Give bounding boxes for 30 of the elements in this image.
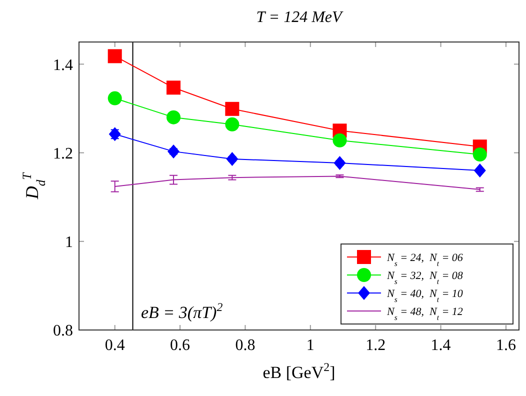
legend-label: N$_{s}$ = 48, N$_{t}$ = 12 — [386, 306, 464, 322]
point — [332, 133, 347, 148]
annotation: eB = 3(πT)$^{2}$ — [141, 300, 223, 322]
point — [166, 110, 181, 124]
chart-title: T = 124 MeV — [256, 9, 344, 26]
point — [226, 152, 238, 166]
point — [108, 91, 122, 106]
point — [474, 163, 486, 178]
point — [225, 102, 240, 116]
legend-label: N$_{s}$ = 24, N$_{t}$ = 06 — [386, 252, 464, 268]
y-tick-label: 1.4 — [53, 56, 73, 74]
x-tick-label: 0.4 — [104, 337, 125, 354]
point — [166, 80, 181, 95]
point — [108, 49, 122, 64]
point — [334, 156, 346, 170]
legend-label: N$_{s}$ = 32, N$_{t}$ = 08 — [386, 270, 464, 286]
y-tick-label: 1.2 — [53, 145, 73, 162]
point — [225, 117, 240, 132]
y-tick-label: 0.8 — [53, 322, 73, 340]
x-tick-label: 0.6 — [170, 337, 190, 354]
x-tick-label: 0.8 — [235, 337, 256, 354]
legend-label: N$_{s}$ = 40, N$_{t}$ = 10 — [386, 288, 464, 304]
x-tick-label: 1.6 — [496, 337, 516, 354]
x-axis-title: eB [GeV$^{2}$] — [262, 360, 336, 382]
point — [472, 148, 487, 162]
x-tick-label: 1.4 — [430, 337, 451, 354]
y-tick-label: 1 — [65, 234, 73, 251]
point — [168, 144, 180, 158]
x-tick-label: 1.2 — [366, 337, 386, 354]
x-tick-label: 1 — [306, 337, 314, 354]
